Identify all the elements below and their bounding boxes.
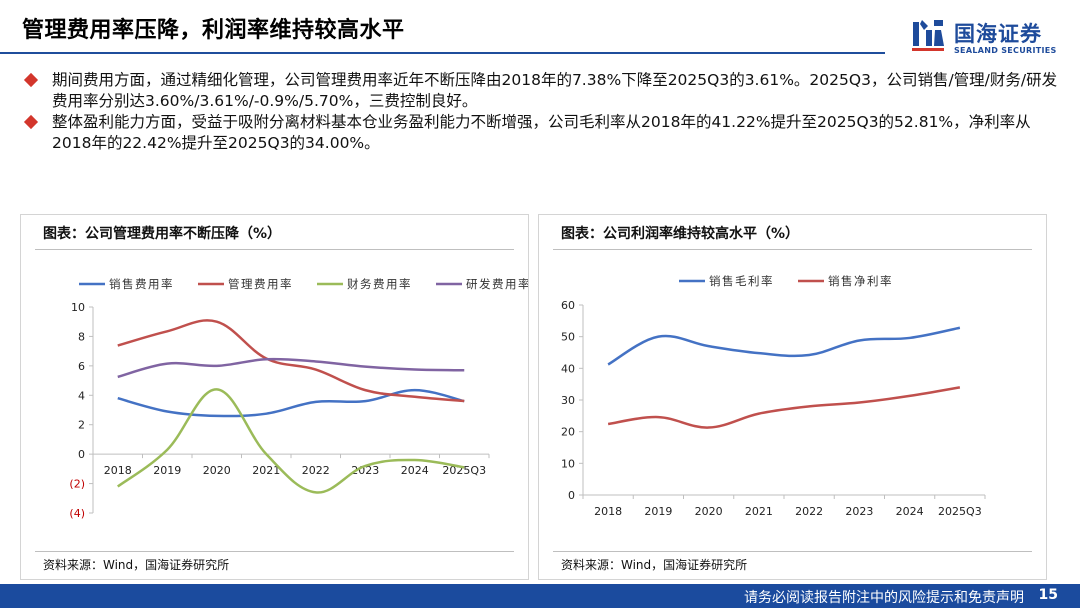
x-tick-label: 2024 [401,464,429,477]
y-tick-label: (4) [69,507,85,520]
x-tick-label: 2020 [203,464,231,477]
page-number: 15 [1038,587,1058,603]
x-tick-label: 2019 [153,464,181,477]
x-tick-label: 2023 [845,505,873,518]
y-tick-label: 10 [561,457,575,470]
x-tick-label: 2023 [351,464,379,477]
page-title: 管理费用率压降，利润率维持较高水平 [22,18,405,43]
panel-divider [553,551,1032,552]
x-tick-label: 2024 [896,505,924,518]
logo-cn-text: 国海证券 [954,22,1042,46]
series-line [607,326,961,366]
x-tick-label: 2018 [594,505,622,518]
legend-label: 管理费用率 [228,277,293,291]
logo-en-text: SEALAND SECURITIES [954,46,1057,55]
panel-title: 图表：公司管理费用率不断压降（%） [43,226,282,242]
legend-label: 研发费用率 [466,277,528,291]
panel-title: 图表：公司利润率维持较高水平（%） [561,226,800,242]
y-tick-label: (2) [69,478,85,491]
expense-ratio-chart: 销售费用率 管理费用率 财务费用率 研发费用率 (4) (2) 0 2 4 6 8 10 2018 201… [69,277,528,520]
y-tick-label: 20 [561,426,575,439]
x-tick-label: 2021 [252,464,280,477]
bullet-text: 期间费用方面，通过精细化管理，公司管理费用率近年不断压降由2018年的7.38%… [52,71,1058,110]
y-tick-label: 30 [561,394,575,407]
x-tick-label: 2025Q3 [938,505,982,518]
x-tick-label: 2021 [745,505,773,518]
series-line [117,388,465,418]
profit-margin-panel: 图表：公司利润率维持较高水平（%） 销售毛利率 销售净利率 0 10 20 30 40 50 6… [538,214,1047,580]
y-tick-label: 2 [78,419,85,432]
y-tick-label: 10 [71,301,85,314]
source-note: 资料来源：Wind，国海证券研究所 [561,558,748,572]
x-tick-label: 2019 [644,505,672,518]
y-tick-label: 8 [78,330,85,343]
x-tick-label: 2022 [302,464,330,477]
x-tick-label: 2020 [695,505,723,518]
profit-margin-chart: 销售毛利率 销售净利率 0 10 20 30 40 50 60 2018 2019 2020 2021 2… [561,274,986,518]
footer-bar: 请务必阅读报告附注中的风险提示和免责声明 15 [0,584,1080,608]
y-tick-label: 50 [561,331,575,344]
x-tick-label: 2018 [104,464,132,477]
bullet-text: 整体盈利能力方面，受益于吸附分离材料基本仓业务盈利能力不断增强，公司毛利率从20… [52,113,1031,152]
legend-label: 销售净利率 [828,274,893,288]
legend-label: 财务费用率 [347,277,412,291]
series-line [117,388,465,494]
y-tick-label: 6 [78,360,85,373]
company-logo: 国海证券 SEALAND SECURITIES [910,16,1070,60]
source-note: 资料来源：Wind，国海证券研究所 [43,558,230,572]
bullet-list: 期间费用方面，通过精细化管理，公司管理费用率近年不断压降由2018年的7.38%… [23,70,1066,154]
x-tick-label: 2025Q3 [442,464,486,477]
y-tick-label: 0 [78,448,85,461]
expense-ratio-panel: 图表：公司管理费用率不断压降（%） 销售费用率 管理费用率 财务费用率 研发费用率 (4… [20,214,529,580]
legend-label: 销售毛利率 [709,274,774,288]
y-tick-label: 40 [561,362,575,375]
disclaimer-text: 请务必阅读报告附注中的风险提示和免责声明 [744,590,1024,606]
panel-divider [35,249,514,250]
series-line [117,357,465,379]
diamond-bullet-icon [23,114,39,130]
bullet-item: 整体盈利能力方面，受益于吸附分离材料基本仓业务盈利能力不断增强，公司毛利率从20… [23,112,1066,154]
series-line [607,386,961,429]
title-divider [0,52,885,54]
x-tick-label: 2022 [795,505,823,518]
y-tick-label: 60 [561,299,575,312]
legend-label: 销售费用率 [109,277,174,291]
diamond-bullet-icon [23,72,39,88]
y-tick-label: 4 [78,389,85,402]
panel-divider [553,249,1032,250]
y-tick-label: 0 [568,489,575,502]
sealand-logo-icon [912,20,944,51]
series-line [117,319,465,403]
bullet-item: 期间费用方面，通过精细化管理，公司管理费用率近年不断压降由2018年的7.38%… [23,70,1066,112]
panel-divider [35,551,514,552]
